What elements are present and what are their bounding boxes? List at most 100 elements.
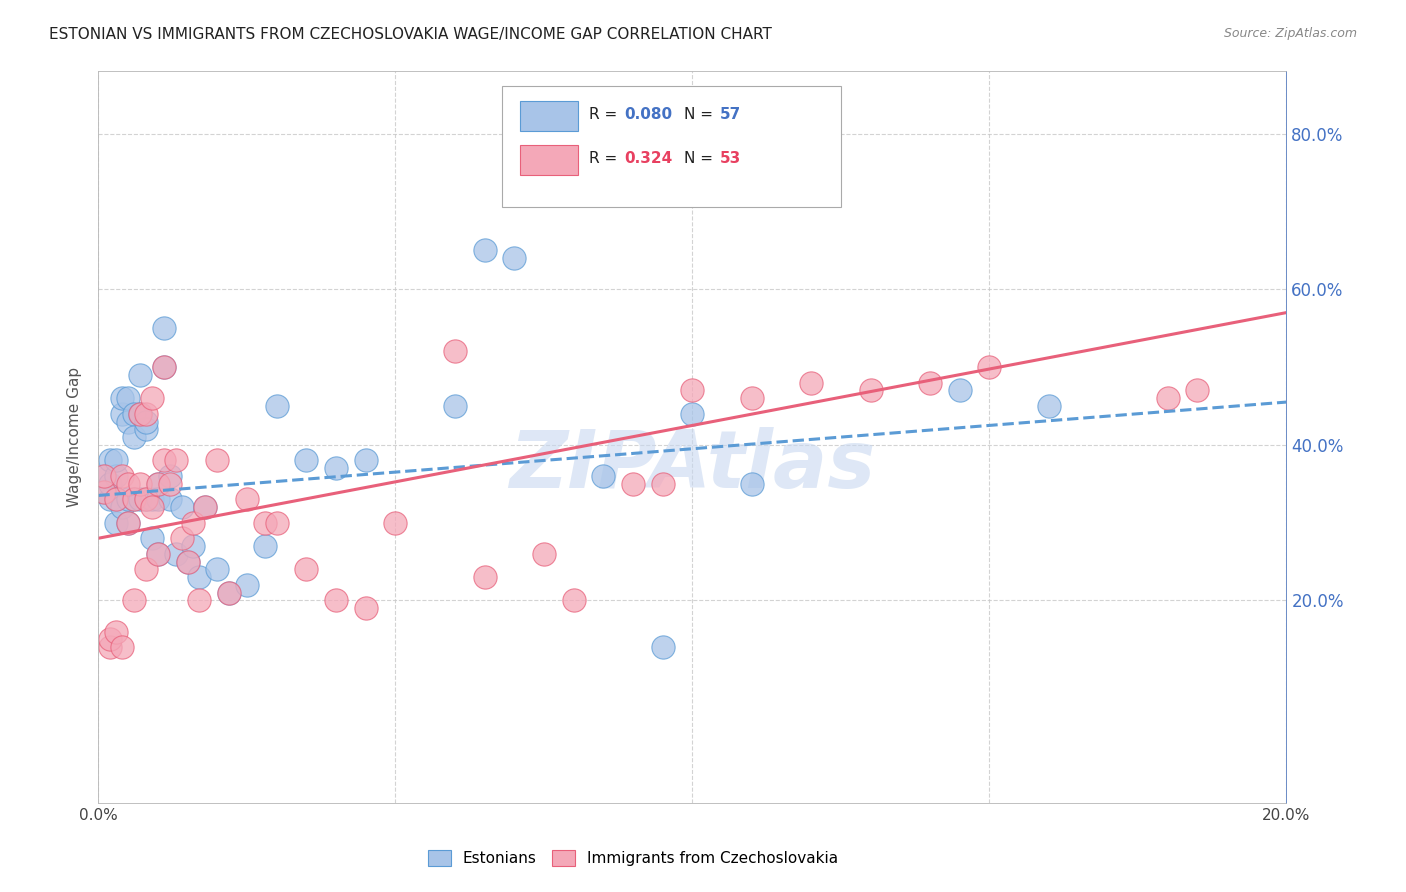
Point	[194, 500, 217, 515]
Point	[165, 453, 187, 467]
Point	[98, 492, 121, 507]
Point	[141, 492, 163, 507]
Point	[98, 453, 121, 467]
Point	[152, 453, 174, 467]
Point	[122, 407, 145, 421]
Point	[325, 461, 347, 475]
Point	[592, 469, 614, 483]
Point	[979, 359, 1001, 374]
Point	[122, 492, 145, 507]
Point	[141, 500, 163, 515]
Point	[122, 430, 145, 444]
Point	[1038, 399, 1060, 413]
Point	[170, 531, 193, 545]
Point	[117, 492, 139, 507]
Point	[682, 407, 704, 421]
Point	[146, 492, 169, 507]
Text: 0.080: 0.080	[624, 107, 673, 122]
Point	[1156, 391, 1178, 405]
Point	[176, 555, 198, 569]
Point	[105, 469, 128, 483]
Point	[129, 492, 152, 507]
Point	[98, 640, 121, 655]
Point	[146, 476, 169, 491]
Point	[117, 516, 139, 530]
Point	[236, 578, 259, 592]
Point	[503, 251, 526, 265]
Point	[354, 453, 377, 467]
Text: N =: N =	[685, 107, 718, 122]
Point	[474, 570, 496, 584]
Point	[129, 476, 152, 491]
Point	[741, 391, 763, 405]
Point	[117, 516, 139, 530]
Point	[98, 632, 121, 647]
Text: 57: 57	[720, 107, 741, 122]
Point	[135, 415, 157, 429]
Point	[253, 539, 276, 553]
Point	[98, 476, 121, 491]
Point	[129, 368, 152, 382]
Point	[194, 500, 217, 515]
Point	[111, 640, 134, 655]
Point	[188, 570, 211, 584]
Point	[949, 384, 972, 398]
Text: ZIPAtlas: ZIPAtlas	[509, 427, 876, 506]
Point	[218, 585, 240, 599]
Point	[651, 640, 673, 655]
Point	[266, 516, 288, 530]
Point	[93, 469, 115, 483]
Point	[93, 484, 115, 499]
Point	[170, 500, 193, 515]
Point	[443, 399, 465, 413]
Text: 53: 53	[720, 151, 741, 166]
Point	[159, 469, 181, 483]
Point	[325, 593, 347, 607]
Point	[146, 547, 169, 561]
FancyBboxPatch shape	[520, 101, 578, 131]
Point	[117, 476, 139, 491]
Point	[135, 492, 157, 507]
Point	[141, 391, 163, 405]
Point	[111, 500, 134, 515]
Point	[295, 453, 318, 467]
Point	[129, 407, 152, 421]
Point	[533, 547, 555, 561]
Point	[152, 359, 174, 374]
Point	[354, 601, 377, 615]
Point	[295, 562, 318, 576]
Point	[105, 492, 128, 507]
Point	[93, 484, 115, 499]
Point	[141, 531, 163, 545]
Point	[188, 593, 211, 607]
Point	[176, 555, 198, 569]
Point	[129, 407, 152, 421]
Point	[122, 593, 145, 607]
Point	[135, 492, 157, 507]
Text: Source: ZipAtlas.com: Source: ZipAtlas.com	[1223, 27, 1357, 40]
Point	[236, 492, 259, 507]
Point	[122, 492, 145, 507]
Point	[443, 344, 465, 359]
Point	[146, 476, 169, 491]
Point	[741, 476, 763, 491]
Point	[159, 492, 181, 507]
Point	[111, 391, 134, 405]
Point	[159, 476, 181, 491]
Point	[207, 562, 229, 576]
Point	[111, 469, 134, 483]
Point	[474, 244, 496, 258]
Point	[117, 415, 139, 429]
Point	[920, 376, 942, 390]
Point	[1187, 384, 1209, 398]
Point	[183, 539, 205, 553]
Point	[651, 476, 673, 491]
Text: N =: N =	[685, 151, 718, 166]
FancyBboxPatch shape	[502, 86, 841, 207]
Point	[183, 516, 205, 530]
Point	[682, 384, 704, 398]
Point	[111, 407, 134, 421]
FancyBboxPatch shape	[520, 145, 578, 175]
Point	[207, 453, 229, 467]
Point	[135, 422, 157, 436]
